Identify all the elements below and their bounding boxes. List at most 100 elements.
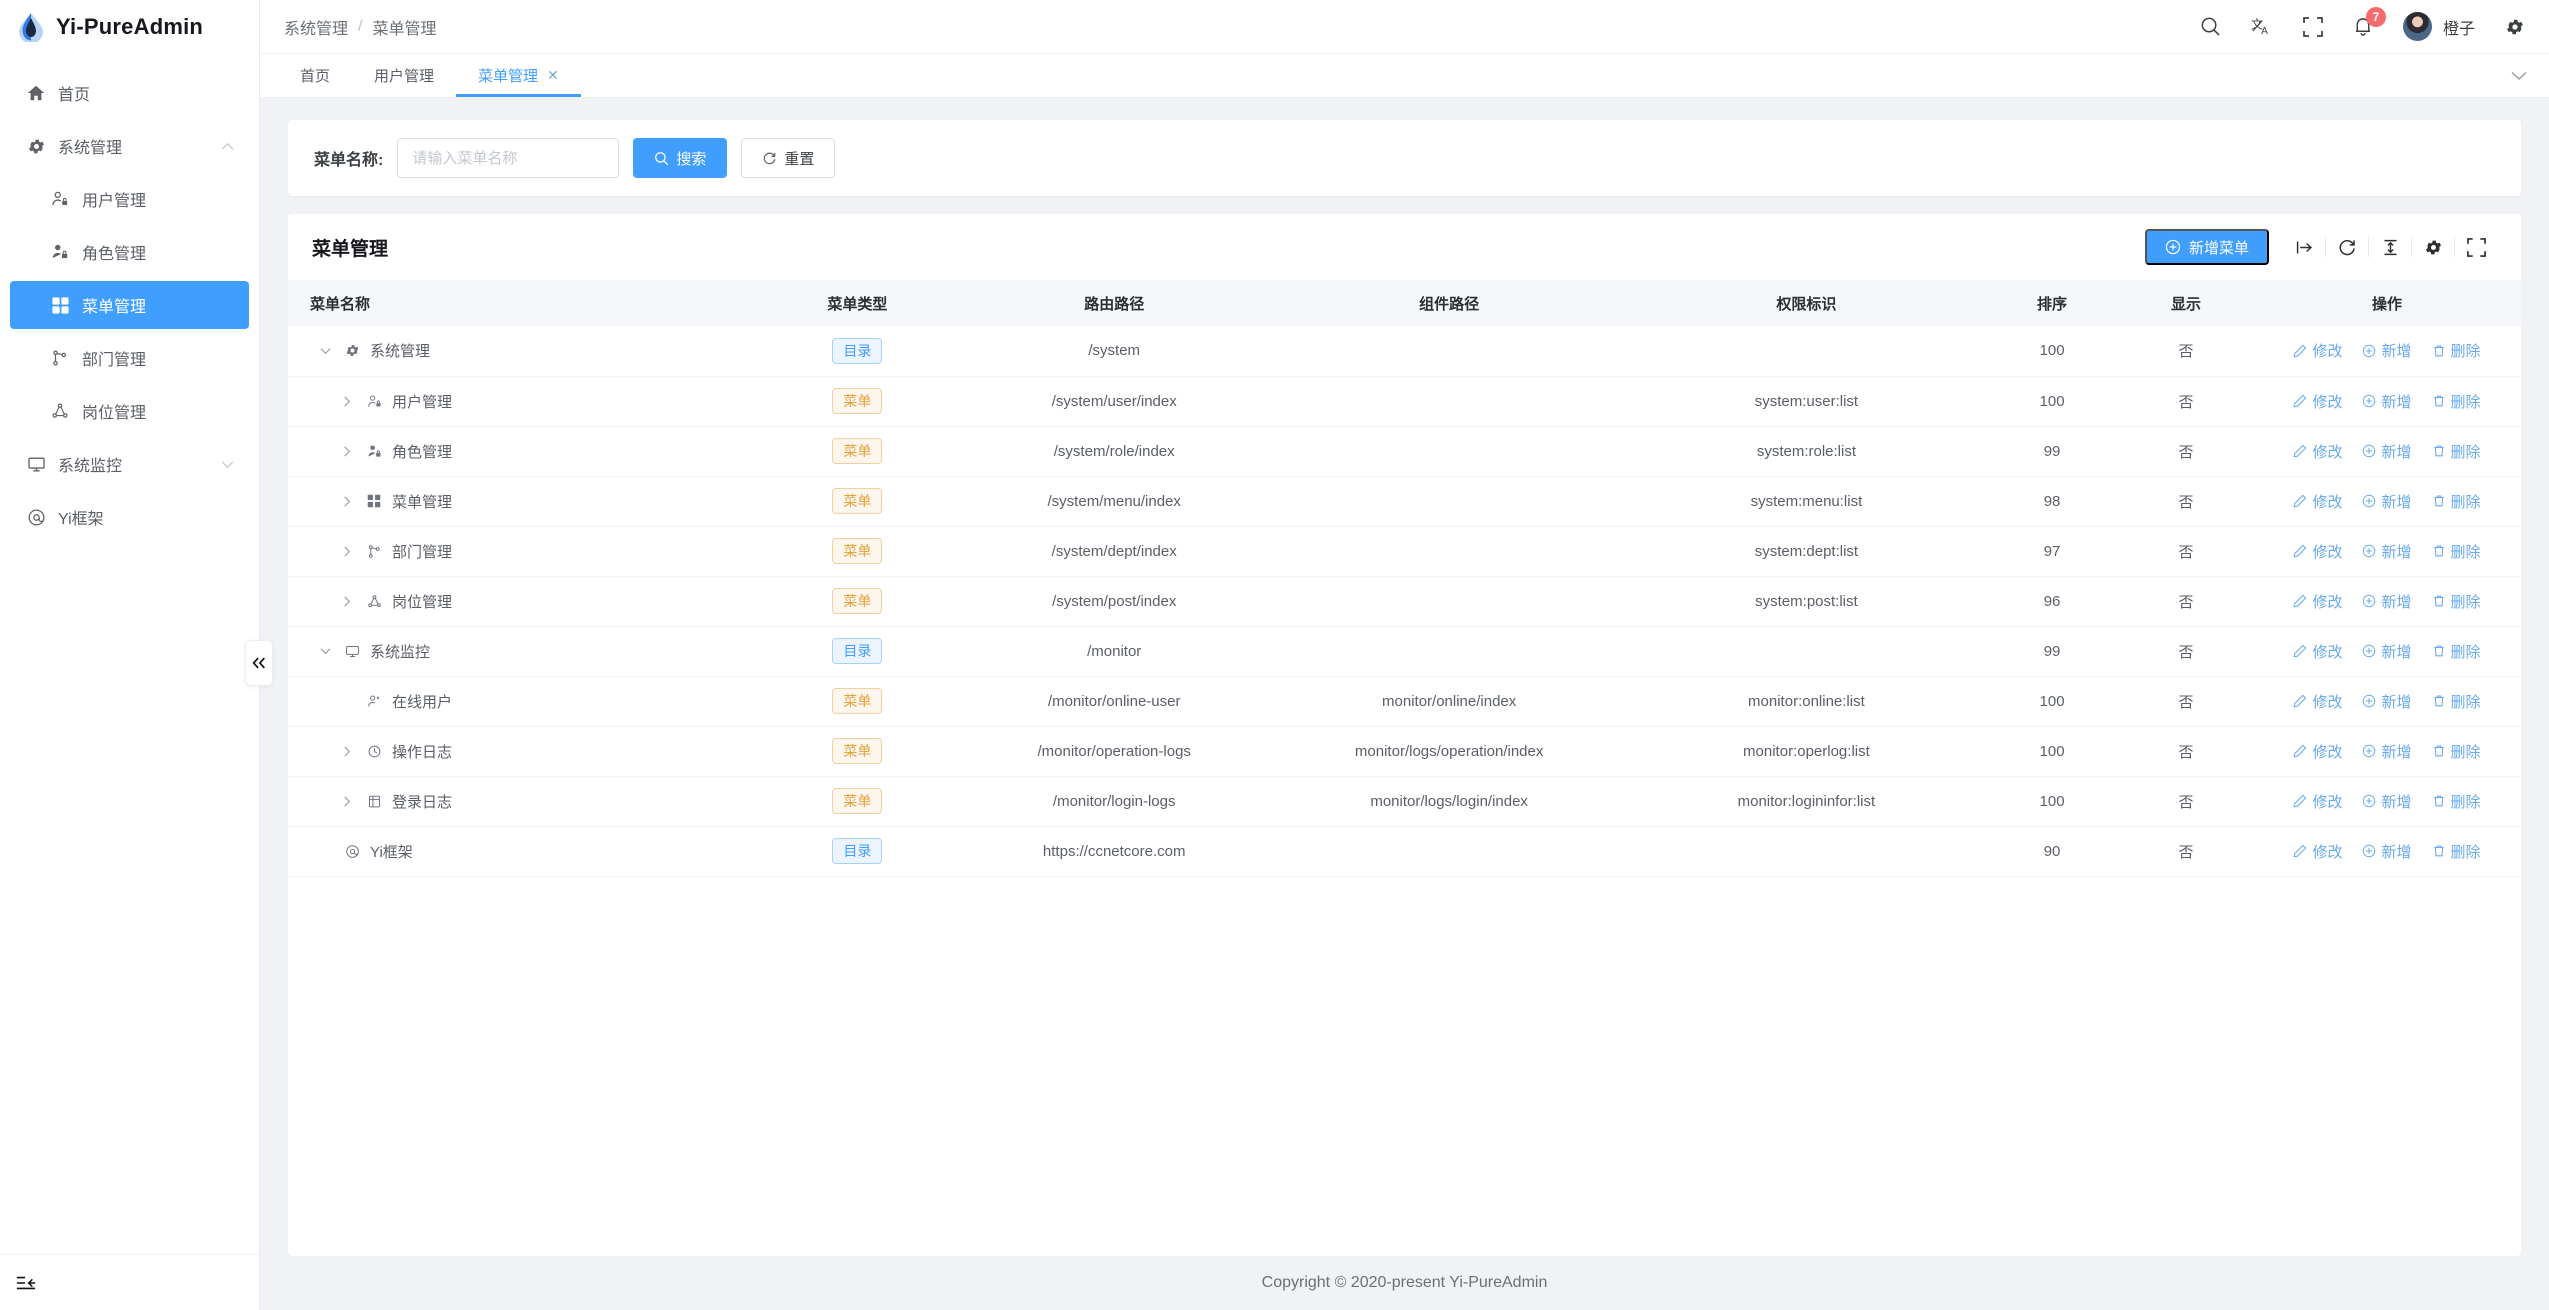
table-row[interactable]: 部门管理 菜单 /system/dept/index system:dept:l… — [288, 526, 2521, 577]
fullscreen-icon[interactable] — [2455, 229, 2497, 265]
search-button[interactable]: 搜索 — [633, 138, 728, 178]
cell-permission: monitor:logininfor:list — [1627, 776, 1986, 827]
tree-caret-icon[interactable] — [338, 745, 356, 757]
edit-button[interactable]: 修改 — [2293, 841, 2342, 862]
table-row[interactable]: 系统管理 目录 /system 100 否 修改 新增 删除 — [288, 326, 2521, 377]
add-child-button[interactable]: 新增 — [2362, 391, 2412, 412]
tree-caret-icon[interactable] — [316, 647, 334, 655]
brand[interactable]: Yi-PureAdmin — [0, 0, 259, 54]
edit-button[interactable]: 修改 — [2293, 441, 2342, 462]
cell-visible: 否 — [2119, 726, 2253, 777]
delete-button[interactable]: 删除 — [2432, 391, 2481, 412]
cell-route-path: /system/menu/index — [957, 476, 1271, 527]
add-child-button[interactable]: 新增 — [2362, 441, 2412, 462]
delete-button[interactable]: 删除 — [2432, 541, 2481, 562]
add-child-button[interactable]: 新增 — [2362, 741, 2412, 762]
tab-users[interactable]: 用户管理 — [352, 54, 456, 97]
tree-caret-icon[interactable] — [338, 445, 356, 457]
table-row[interactable]: 岗位管理 菜单 /system/post/index system:post:l… — [288, 576, 2521, 627]
sidebar-item-system[interactable]: 系统管理 — [10, 122, 249, 170]
bell-icon[interactable]: 7 — [2353, 7, 2386, 37]
close-icon[interactable]: ✕ — [547, 67, 559, 83]
edit-button[interactable]: 修改 — [2293, 391, 2342, 412]
edit-button[interactable]: 修改 — [2293, 541, 2342, 562]
menu-name-input[interactable] — [397, 138, 620, 178]
table-row[interactable]: 在线用户 菜单 /monitor/online-user monitor/onl… — [288, 676, 2521, 727]
tree-caret-icon[interactable] — [338, 545, 356, 557]
refresh-icon[interactable] — [2326, 229, 2368, 265]
cell-route-path: /system/post/index — [957, 576, 1271, 627]
gear-icon[interactable] — [2412, 229, 2454, 265]
table-row[interactable]: 系统监控 目录 /monitor 99 否 修改 新增 删除 — [288, 626, 2521, 677]
tree-caret-icon[interactable] — [338, 395, 356, 407]
delete-button[interactable]: 删除 — [2432, 741, 2481, 762]
table-row[interactable]: 用户管理 菜单 /system/user/index system:user:l… — [288, 376, 2521, 427]
add-child-button[interactable]: 新增 — [2362, 791, 2412, 812]
pencil-icon — [2293, 644, 2307, 658]
expand-all-icon[interactable] — [2283, 229, 2325, 265]
pencil-icon — [2293, 844, 2307, 858]
edit-button[interactable]: 修改 — [2293, 641, 2342, 662]
menu-type-badge: 菜单 — [832, 788, 883, 814]
table-row[interactable]: 登录日志 菜单 /monitor/login-logs monitor/logs… — [288, 776, 2521, 827]
table-row[interactable]: 操作日志 菜单 /monitor/operation-logs monitor/… — [288, 726, 2521, 777]
sidebar-item-monitor[interactable]: 系统监控 — [10, 440, 249, 488]
delete-button[interactable]: 删除 — [2432, 641, 2481, 662]
sidebar-item-framework[interactable]: Yi框架 — [10, 493, 249, 541]
cell-order: 100 — [1985, 376, 2120, 427]
delete-button[interactable]: 删除 — [2432, 691, 2481, 712]
menu-type-badge: 目录 — [832, 337, 883, 364]
edit-button[interactable]: 修改 — [2293, 791, 2342, 812]
sidebar-item-posts[interactable]: 岗位管理 — [10, 387, 249, 435]
cell-actions: 修改 新增 删除 — [2252, 676, 2521, 727]
add-child-button[interactable]: 新增 — [2362, 591, 2412, 612]
delete-button[interactable]: 删除 — [2432, 491, 2481, 512]
cell-route-path: /system/dept/index — [957, 526, 1271, 577]
breadcrumb-item-parent[interactable]: 系统管理 — [284, 20, 349, 38]
user-menu[interactable]: 橙子 — [2402, 12, 2475, 41]
tree-caret-icon[interactable] — [338, 495, 356, 507]
add-menu-button[interactable]: 新增菜单 — [2144, 229, 2269, 265]
add-child-button[interactable]: 新增 — [2362, 491, 2412, 512]
add-child-button[interactable]: 新增 — [2362, 841, 2412, 862]
sidebar-collapse-button[interactable] — [245, 640, 273, 686]
edit-button[interactable]: 修改 — [2293, 591, 2342, 612]
sidebar-item-home[interactable]: 首页 — [10, 69, 249, 117]
sidebar-item-roles[interactable]: 角色管理 — [10, 228, 249, 276]
settings-gear-icon[interactable] — [2505, 17, 2525, 37]
tab-home[interactable]: 首页 — [278, 54, 352, 97]
cell-permission: system:user:list — [1627, 376, 1986, 427]
sidebar-item-users[interactable]: 用户管理 — [10, 175, 249, 223]
add-child-button[interactable]: 新增 — [2362, 691, 2412, 712]
tree-caret-icon[interactable] — [316, 347, 334, 355]
delete-button[interactable]: 删除 — [2432, 841, 2481, 862]
tree-caret-icon[interactable] — [338, 595, 356, 607]
delete-button[interactable]: 删除 — [2432, 441, 2481, 462]
sidebar-item-menus[interactable]: 菜单管理 — [10, 281, 249, 329]
add-child-button[interactable]: 新增 — [2362, 641, 2412, 662]
tab-dropdown-button[interactable] — [2489, 54, 2549, 97]
search-icon[interactable] — [2200, 16, 2221, 37]
tab-menus[interactable]: 菜单管理 ✕ — [456, 54, 581, 97]
cell-menu-type: 菜单 — [756, 526, 958, 577]
edit-button[interactable]: 修改 — [2293, 491, 2342, 512]
delete-button[interactable]: 删除 — [2432, 591, 2481, 612]
delete-button[interactable]: 删除 — [2432, 340, 2481, 361]
table-row[interactable]: 菜单管理 菜单 /system/menu/index system:menu:l… — [288, 476, 2521, 527]
edit-button[interactable]: 修改 — [2293, 691, 2342, 712]
reset-button[interactable]: 重置 — [741, 138, 836, 178]
density-icon[interactable] — [2369, 229, 2411, 265]
menu-collapse-icon[interactable] — [16, 1274, 36, 1292]
tree-caret-icon[interactable] — [338, 795, 356, 807]
fullscreen-icon[interactable] — [2303, 16, 2323, 37]
edit-button[interactable]: 修改 — [2293, 340, 2342, 361]
table-row[interactable]: 角色管理 菜单 /system/role/index system:role:l… — [288, 426, 2521, 477]
sidebar-item-departments[interactable]: 部门管理 — [10, 334, 249, 382]
edit-button[interactable]: 修改 — [2293, 741, 2342, 762]
add-child-button[interactable]: 新增 — [2362, 340, 2412, 361]
table-row[interactable]: Yi框架 目录 https://ccnetcore.com 90 否 修改 新增… — [288, 826, 2521, 877]
plus-circle-icon — [2362, 394, 2376, 408]
delete-button[interactable]: 删除 — [2432, 791, 2481, 812]
add-child-button[interactable]: 新增 — [2362, 541, 2412, 562]
